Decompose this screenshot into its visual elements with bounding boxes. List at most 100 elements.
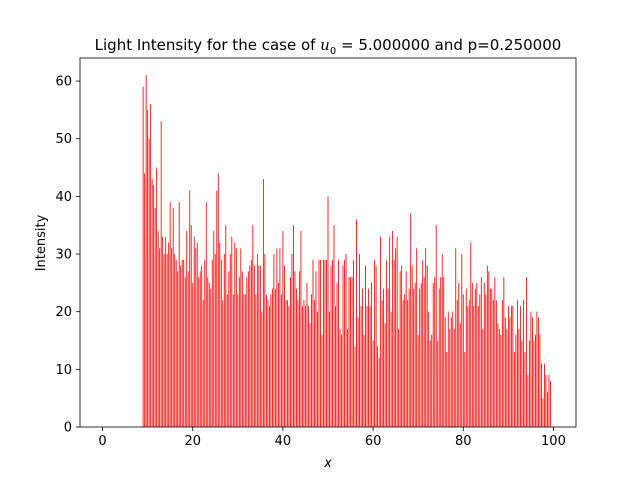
bar — [243, 294, 245, 427]
bar — [211, 259, 213, 427]
bar — [387, 288, 389, 428]
bar — [302, 305, 303, 427]
bar — [468, 300, 470, 427]
bar — [522, 300, 524, 427]
bar — [177, 271, 179, 427]
bar — [497, 323, 499, 427]
bar — [398, 328, 400, 427]
bar — [189, 190, 191, 427]
bar — [246, 277, 248, 427]
bar — [231, 236, 233, 427]
bar — [426, 265, 428, 427]
bar — [548, 375, 550, 427]
bar — [213, 230, 215, 427]
bar — [351, 277, 353, 427]
bar — [461, 254, 463, 427]
bar — [446, 352, 448, 427]
bar — [174, 254, 176, 427]
bar — [545, 375, 547, 427]
y-tick-label: 50 — [55, 132, 72, 147]
bar — [477, 305, 479, 427]
bar — [181, 259, 183, 427]
bar — [216, 190, 218, 427]
bar — [450, 317, 452, 427]
y-tick-label: 60 — [55, 75, 72, 90]
bar — [157, 230, 159, 427]
bar — [142, 86, 144, 427]
bar — [483, 282, 485, 427]
bar — [480, 277, 482, 427]
bar — [359, 254, 360, 427]
bar — [250, 259, 252, 427]
bar — [153, 184, 155, 427]
bar — [288, 305, 290, 427]
bar — [491, 288, 493, 428]
bar — [186, 230, 188, 427]
bar — [277, 282, 279, 427]
bar — [541, 363, 542, 427]
bar — [232, 294, 234, 427]
bar — [441, 254, 443, 427]
bar — [148, 138, 150, 427]
bar — [271, 288, 273, 428]
bar — [237, 294, 239, 427]
bar — [428, 311, 430, 427]
bar — [150, 104, 152, 428]
bar — [393, 259, 395, 427]
bar — [172, 207, 174, 427]
bar — [464, 352, 466, 427]
bar — [192, 282, 194, 427]
x-tick-label: 60 — [365, 434, 382, 449]
bar — [190, 225, 192, 427]
bar — [300, 230, 302, 427]
y-tick-label: 10 — [55, 363, 72, 378]
bar — [291, 254, 293, 427]
bar — [253, 265, 255, 427]
bar — [408, 288, 410, 428]
bar — [399, 271, 401, 427]
bar — [226, 294, 228, 427]
bar — [238, 277, 240, 427]
bar — [473, 305, 475, 427]
bar — [535, 334, 536, 427]
bar — [329, 311, 330, 427]
bar — [419, 288, 421, 428]
bar — [380, 236, 382, 427]
y-tick-label: 0 — [64, 421, 72, 436]
bar — [306, 282, 308, 427]
bar — [471, 282, 473, 427]
bar — [509, 317, 511, 427]
bar — [282, 230, 284, 427]
y-axis-label: Intensity — [34, 214, 49, 271]
bar — [223, 254, 225, 427]
bar — [498, 328, 500, 427]
bar — [539, 334, 541, 427]
bar — [196, 242, 198, 427]
bar — [440, 277, 442, 427]
bar — [510, 305, 512, 427]
bar — [438, 288, 440, 428]
bar — [144, 173, 146, 427]
bar — [247, 271, 249, 427]
chart-title: Light Intensity for the case of u0 = 5.0… — [95, 36, 562, 57]
bar — [336, 282, 338, 427]
bar — [244, 294, 246, 427]
bar — [225, 225, 227, 427]
bar — [414, 282, 416, 427]
bar — [309, 323, 311, 427]
bar — [381, 300, 383, 427]
bar — [482, 328, 484, 427]
bar — [220, 259, 222, 427]
bar — [425, 248, 427, 427]
x-tick-label: 0 — [98, 434, 106, 449]
bar — [354, 346, 356, 427]
bar — [455, 248, 457, 427]
bar — [156, 167, 158, 428]
bar — [261, 311, 263, 427]
bar — [434, 277, 436, 427]
bar — [241, 271, 243, 427]
bar — [214, 254, 216, 427]
bar — [504, 317, 506, 427]
bar — [240, 248, 242, 427]
